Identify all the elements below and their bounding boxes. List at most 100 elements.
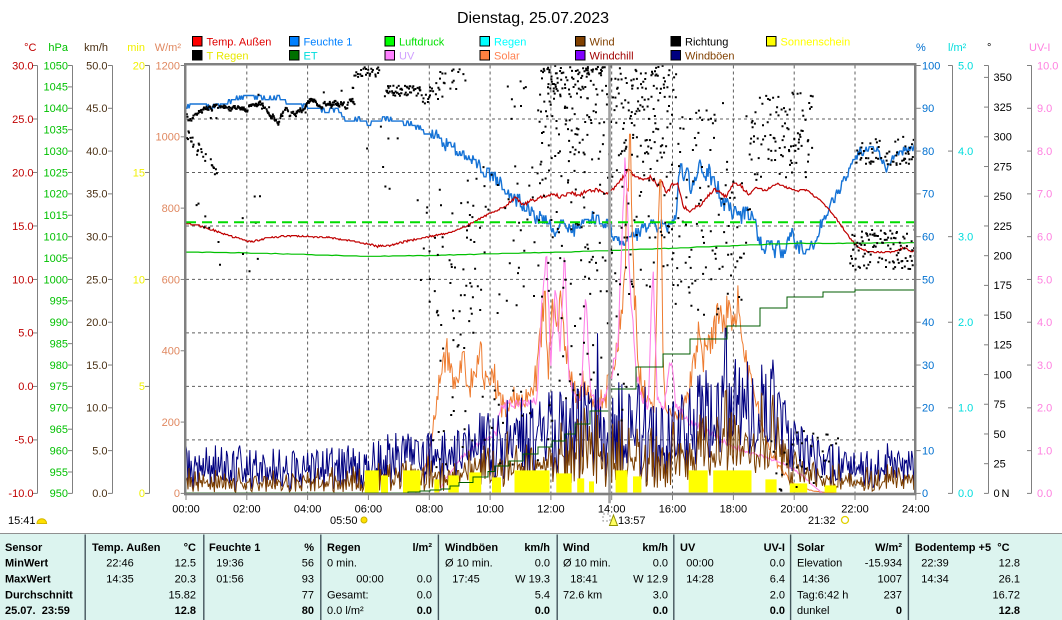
svg-text:5.0: 5.0 — [92, 445, 107, 457]
svg-text:22:39: 22:39 — [921, 558, 949, 570]
svg-text:1010: 1010 — [44, 231, 68, 243]
svg-text:°: ° — [987, 42, 991, 54]
svg-text:30: 30 — [922, 360, 934, 372]
svg-text:60: 60 — [922, 231, 934, 243]
svg-text:10: 10 — [133, 274, 145, 286]
svg-text:0.0: 0.0 — [18, 381, 33, 393]
svg-text:2.0: 2.0 — [1037, 403, 1052, 415]
svg-text:04:00: 04:00 — [294, 504, 322, 516]
svg-text:Bodentemp +5 °C: Bodentemp +5 °C — [915, 542, 1010, 554]
svg-text:Temp. Außen: Temp. Außen — [207, 37, 272, 49]
svg-text:225: 225 — [994, 221, 1012, 233]
svg-text:5.0: 5.0 — [18, 328, 33, 340]
svg-text:W 12.9: W 12.9 — [633, 574, 668, 586]
svg-text:Feuchte 1: Feuchte 1 — [209, 542, 260, 554]
svg-text:5.4: 5.4 — [535, 589, 550, 601]
svg-text:0.0: 0.0 — [92, 488, 107, 500]
svg-text:25.07. 23:59: 25.07. 23:59 — [5, 605, 70, 617]
svg-text:3.0: 3.0 — [653, 589, 668, 601]
svg-text:21:32: 21:32 — [808, 515, 836, 527]
svg-text:W/m²: W/m² — [875, 542, 902, 554]
svg-text:19:36: 19:36 — [216, 558, 244, 570]
svg-text:UV-I: UV-I — [764, 542, 785, 554]
svg-text:150: 150 — [994, 310, 1012, 322]
svg-text:350: 350 — [994, 72, 1012, 84]
svg-text:200: 200 — [994, 250, 1012, 262]
svg-text:0 min.: 0 min. — [327, 558, 357, 570]
svg-text:1005: 1005 — [44, 253, 68, 265]
svg-text:1035: 1035 — [44, 124, 68, 136]
svg-text:Windböen: Windböen — [445, 542, 498, 554]
svg-text:45.0: 45.0 — [86, 103, 107, 115]
svg-text:km/h: km/h — [84, 42, 108, 54]
svg-text:Wind: Wind — [590, 37, 615, 49]
svg-text:50.0: 50.0 — [86, 60, 107, 72]
svg-text:W/m²: W/m² — [155, 42, 182, 54]
svg-text:980: 980 — [50, 360, 68, 372]
svg-text:18:41: 18:41 — [570, 574, 598, 586]
svg-text:100: 100 — [922, 60, 940, 72]
svg-text:50: 50 — [994, 429, 1006, 441]
svg-text:hPa: hPa — [48, 42, 68, 54]
svg-text:l/m²: l/m² — [412, 542, 432, 554]
svg-text:950: 950 — [50, 488, 68, 500]
svg-text:Tag:6:42 h: Tag:6:42 h — [797, 589, 848, 601]
svg-text:12.8: 12.8 — [999, 558, 1020, 570]
svg-text:0.0: 0.0 — [535, 558, 550, 570]
svg-text:93: 93 — [302, 574, 314, 586]
svg-text:0: 0 — [139, 488, 145, 500]
svg-text:0.0: 0.0 — [417, 574, 432, 586]
svg-text:1030: 1030 — [44, 146, 68, 158]
svg-text:14:34: 14:34 — [921, 574, 949, 586]
svg-text:600: 600 — [162, 274, 180, 286]
svg-text:l/m²: l/m² — [948, 42, 967, 54]
svg-text:UV: UV — [399, 51, 415, 63]
svg-text:10.0: 10.0 — [1037, 60, 1058, 72]
svg-text:70: 70 — [922, 189, 934, 201]
svg-text:13:57: 13:57 — [618, 515, 646, 527]
svg-text:14:36: 14:36 — [802, 574, 830, 586]
svg-text:325: 325 — [994, 102, 1012, 114]
svg-text:125: 125 — [994, 340, 1012, 352]
svg-text:20.0: 20.0 — [12, 167, 33, 179]
svg-text:80: 80 — [302, 605, 314, 617]
svg-text:00:00: 00:00 — [172, 504, 200, 516]
svg-text:0.0 l/m²: 0.0 l/m² — [327, 605, 364, 617]
svg-text:72.6 km: 72.6 km — [563, 589, 602, 601]
svg-text:2.0: 2.0 — [958, 317, 973, 329]
svg-text:Sensor: Sensor — [5, 542, 43, 554]
svg-text:5.0: 5.0 — [958, 60, 973, 72]
svg-text:08:00: 08:00 — [416, 504, 444, 516]
svg-text:02:00: 02:00 — [233, 504, 261, 516]
svg-text:1000: 1000 — [156, 132, 180, 144]
svg-text:6.0: 6.0 — [1037, 231, 1052, 243]
svg-text:12.8: 12.8 — [999, 605, 1020, 617]
svg-text:10.0: 10.0 — [12, 274, 33, 286]
svg-text:75: 75 — [994, 399, 1006, 411]
svg-text:Luftdruck: Luftdruck — [399, 37, 445, 49]
svg-text:Regen: Regen — [494, 37, 526, 49]
svg-text:1040: 1040 — [44, 103, 68, 115]
svg-text:4.0: 4.0 — [1037, 317, 1052, 329]
svg-text:80: 80 — [922, 146, 934, 158]
svg-text:Richtung: Richtung — [685, 37, 728, 49]
svg-text:14:28: 14:28 — [686, 574, 714, 586]
svg-text:56: 56 — [302, 558, 314, 570]
svg-text:275: 275 — [994, 161, 1012, 173]
svg-text:min: min — [127, 42, 145, 54]
svg-text:22:46: 22:46 — [106, 558, 134, 570]
svg-text:20.0: 20.0 — [86, 317, 107, 329]
svg-text:Elevation: Elevation — [797, 558, 842, 570]
svg-text:12:00: 12:00 — [537, 504, 565, 516]
svg-text:UV: UV — [680, 542, 696, 554]
svg-text:Solar: Solar — [797, 542, 825, 554]
svg-text:Dienstag, 25.07.2023: Dienstag, 25.07.2023 — [457, 10, 609, 27]
svg-text:1025: 1025 — [44, 167, 68, 179]
svg-text:0: 0 — [174, 488, 180, 500]
svg-text:40: 40 — [922, 317, 934, 329]
svg-text:1020: 1020 — [44, 189, 68, 201]
svg-text:25.0: 25.0 — [86, 274, 107, 286]
svg-text:Solar: Solar — [494, 51, 520, 63]
svg-text:-15.934: -15.934 — [865, 558, 902, 570]
svg-text:960: 960 — [50, 445, 68, 457]
